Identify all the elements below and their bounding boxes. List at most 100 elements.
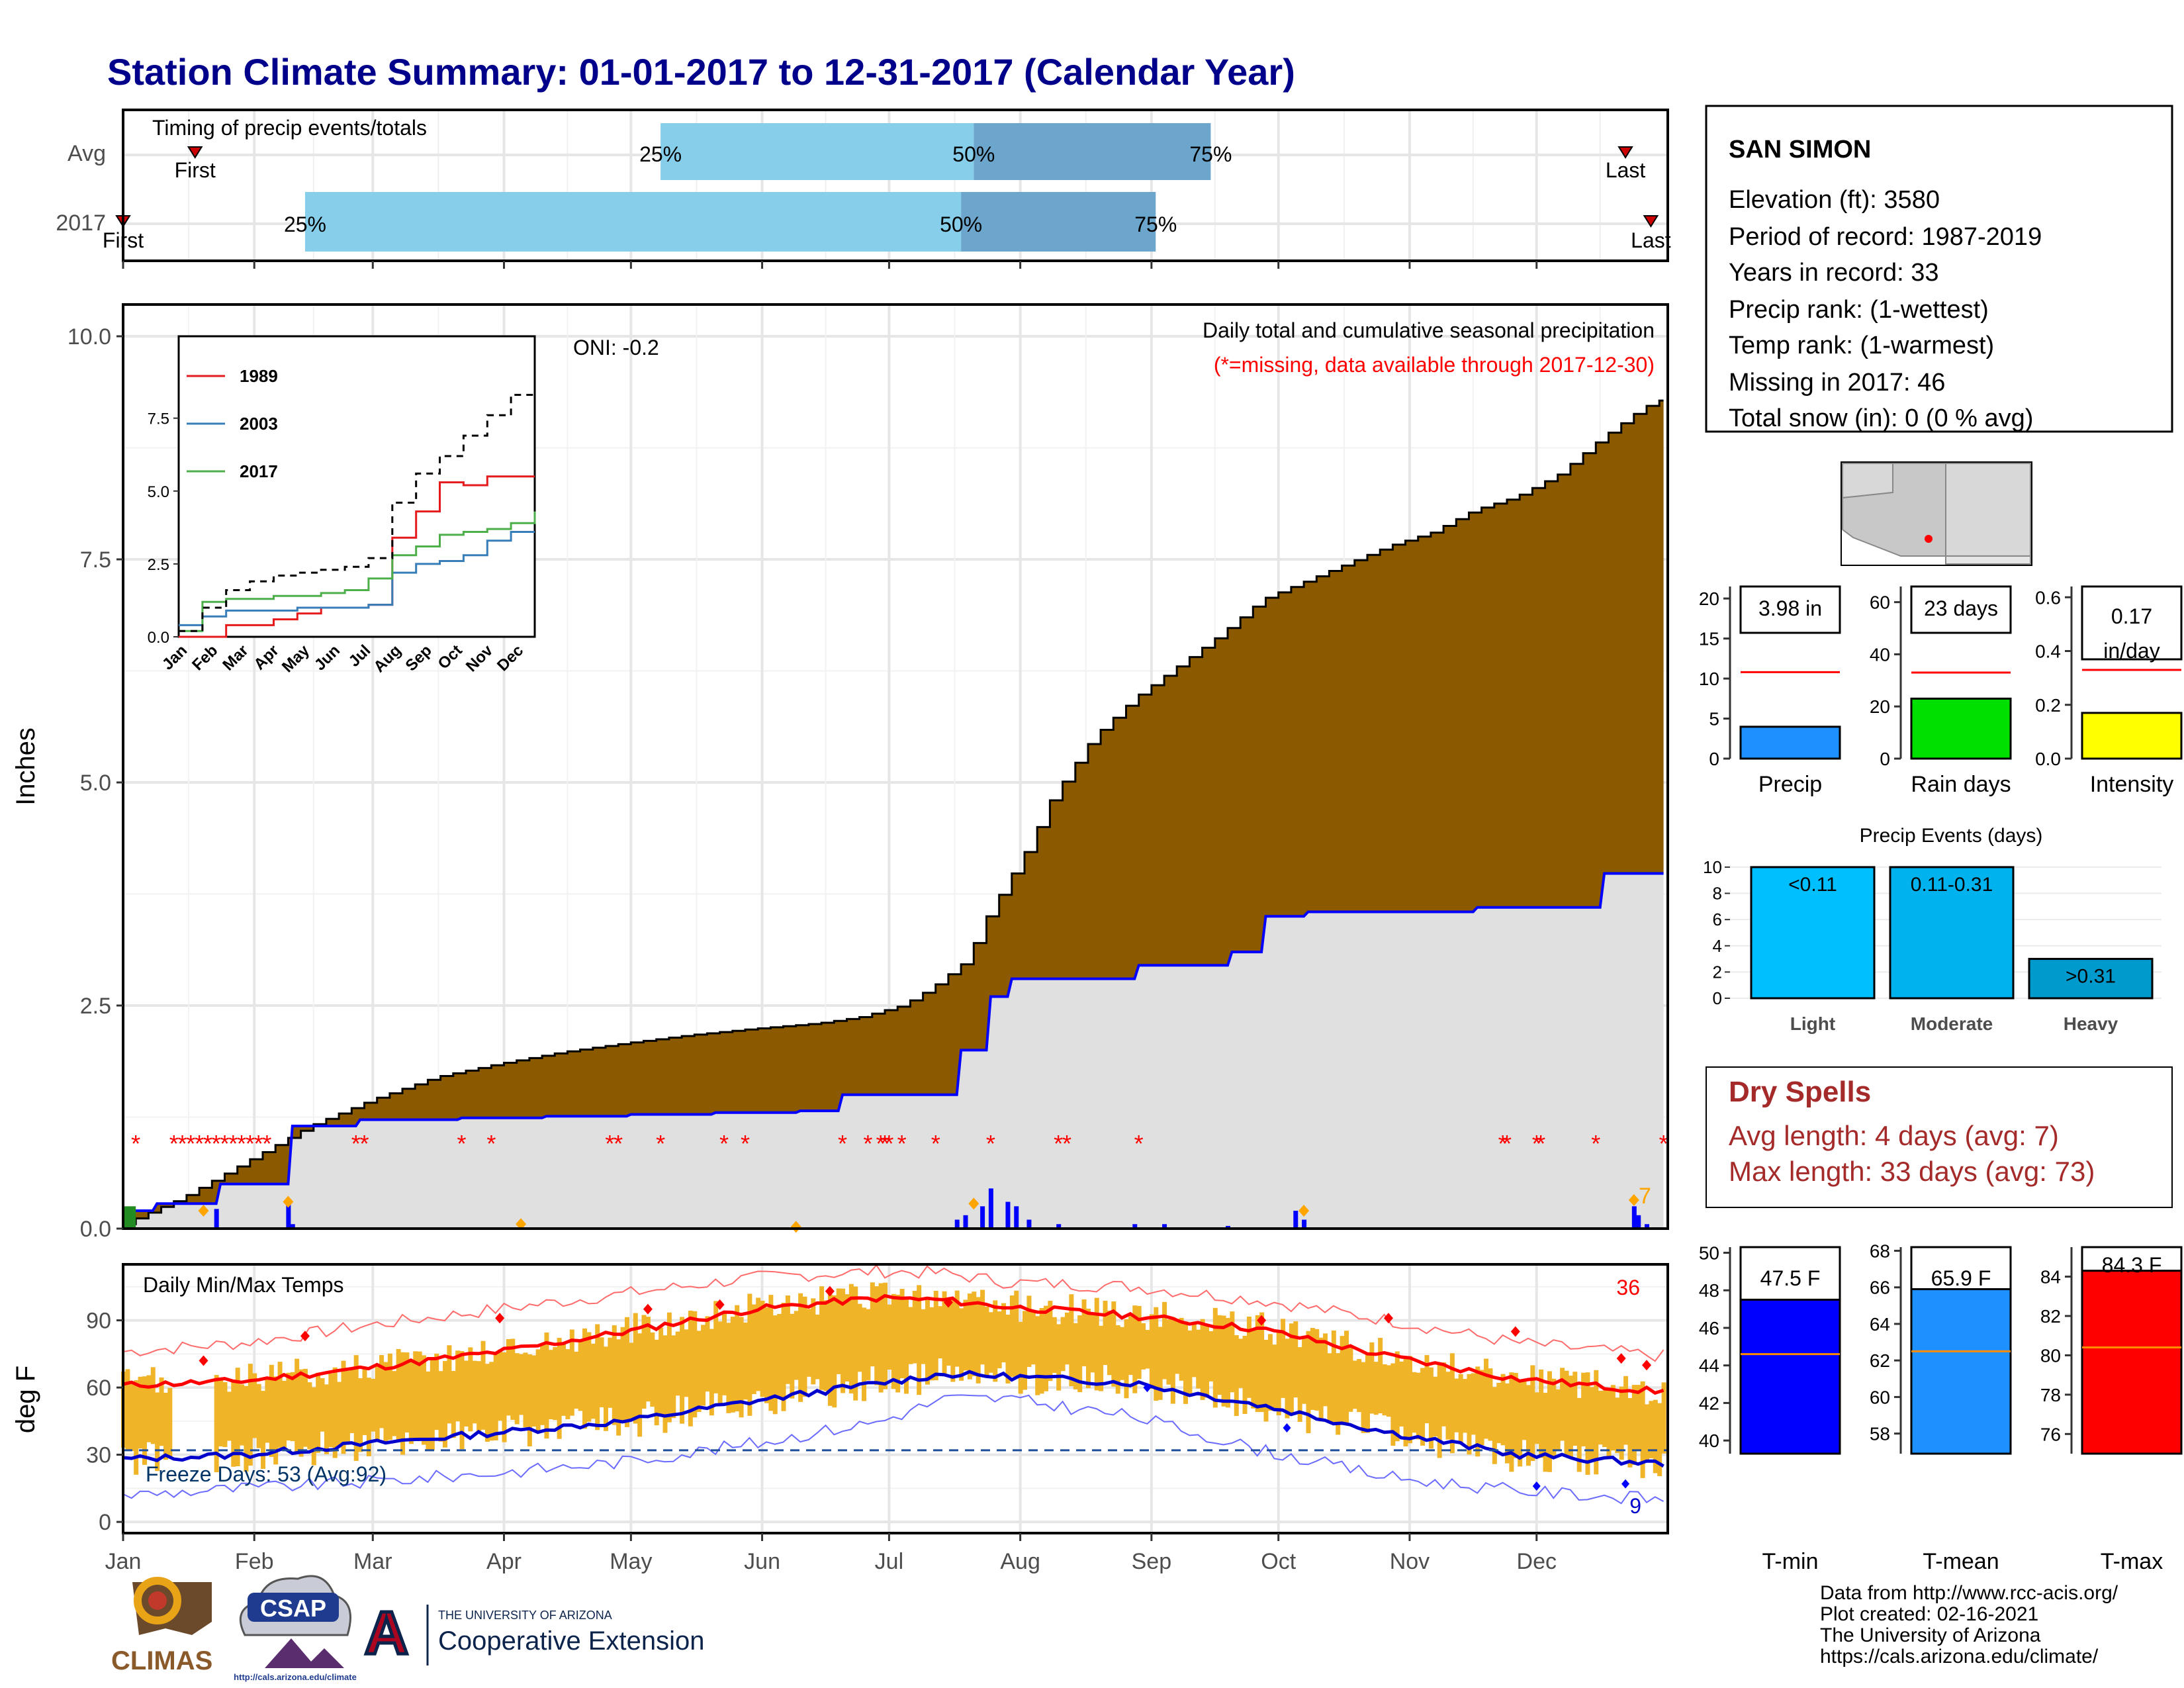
precip-daily-bar: [1293, 1211, 1298, 1229]
temp-record-high-marker: [1642, 1360, 1652, 1371]
ua-cooperative-extension-logo: A THE UNIVERSITY OF ARIZONA Cooperative …: [363, 1598, 704, 1669]
timing-label-25: 25%: [284, 212, 326, 236]
temp-daily-bar: [358, 1378, 363, 1452]
temp-daily-bar: [688, 1310, 693, 1427]
precip-daily-bar: [214, 1209, 219, 1229]
temp-daily-bar: [633, 1313, 638, 1424]
temp-daily-bar: [1441, 1362, 1447, 1427]
temp-daily-bar: [1560, 1368, 1565, 1441]
temp-daily-bar: [1052, 1317, 1057, 1374]
precip-daily-bar: [1162, 1224, 1167, 1229]
temp-daily-bar: [578, 1340, 583, 1411]
temp-daily-bar: [1407, 1356, 1412, 1444]
temp-daily-bar: [345, 1371, 350, 1445]
precip-panel-subtitle: (*=missing, data available through 2017-…: [1214, 353, 1655, 377]
missing-day-marker: *: [838, 1130, 847, 1157]
temp-daily-bar: [480, 1340, 486, 1430]
temp-daily-bar: [1479, 1370, 1484, 1446]
hot-days-count: 36: [1616, 1276, 1640, 1299]
temp-ylabel: deg F: [11, 1366, 40, 1433]
temp-daily-bar: [1302, 1336, 1307, 1404]
temp-daily-bar: [455, 1350, 461, 1422]
timing-last-label: Last: [1606, 158, 1646, 182]
temp-daily-bar: [1555, 1389, 1561, 1452]
temp-daily-bar: [1543, 1393, 1548, 1472]
temp-daily-bar: [1475, 1366, 1480, 1457]
temp-daily-bar: [218, 1378, 224, 1447]
temp-daily-bar: [510, 1338, 516, 1420]
temp-daily-bar: [1170, 1317, 1175, 1404]
temp-daily-bar: [231, 1380, 236, 1467]
precip-daily-bar: [980, 1206, 985, 1229]
temp-daily-bar: [519, 1354, 524, 1415]
temp-daily-bar: [680, 1317, 685, 1424]
temp-daily-bar: [857, 1303, 862, 1372]
temp-daily-bar: [1145, 1330, 1150, 1369]
month-label: Aug: [1000, 1549, 1040, 1574]
temp-daily-bar: [1103, 1300, 1108, 1366]
temp-daily-bar: [654, 1339, 659, 1426]
precip-daily-bar: [963, 1215, 968, 1229]
temp-daily-bar: [226, 1391, 232, 1441]
temp-daily-bar: [484, 1364, 490, 1442]
station-line-1: Period of record: 1987-2019: [1729, 223, 2042, 251]
temp-daily-bar: [129, 1381, 134, 1451]
precip-daily-bar: [290, 1224, 295, 1229]
temp-record-low-marker: [1143, 1383, 1152, 1393]
tmin-chart-caption: T-min: [1762, 1549, 1819, 1574]
station-line-4: Temp rank: (1-warmest): [1729, 332, 1994, 359]
temp-daily-bar: [506, 1338, 511, 1416]
temp-daily-bar: [823, 1300, 829, 1391]
precip-max-daily-marker: [1628, 1194, 1639, 1206]
temp-daily-bar: [1124, 1319, 1129, 1399]
month-label: Jan: [105, 1549, 142, 1574]
temp-daily-bar: [701, 1325, 706, 1406]
month-label: Jul: [875, 1549, 903, 1574]
station-line-0: Elevation (ft): 3580: [1729, 186, 1940, 214]
temp-record-max-line: [122, 1264, 1664, 1362]
intensity-chart-tick-label: 0.0: [2035, 749, 2061, 769]
precip-2017-cumulative-line: [123, 872, 1664, 1212]
intensity-chart-tick-label: 0.6: [2035, 587, 2061, 608]
temp-daily-bar: [1382, 1364, 1387, 1416]
temp-daily-bar: [933, 1290, 938, 1381]
temp-daily-bar: [569, 1329, 574, 1416]
temp-daily-bar: [557, 1338, 562, 1439]
temp-daily-bar: [1369, 1342, 1375, 1414]
timing-bar-25-50: [304, 192, 962, 252]
temp-daily-bar: [1496, 1382, 1502, 1444]
temp-daily-bar: [696, 1331, 702, 1413]
temp-daily-bar: [248, 1364, 253, 1466]
temp-daily-bar: [320, 1378, 325, 1432]
precip-daily-bar: [988, 1188, 993, 1229]
temp-daily-bar: [1572, 1372, 1578, 1446]
tmin-chart-tick-label: 40: [1699, 1430, 1719, 1451]
precip-ylabel: Inches: [11, 727, 40, 806]
precip-daily-bar: [1225, 1225, 1230, 1229]
missing-day-marker: *: [931, 1130, 940, 1157]
temp-daily-bar: [1077, 1315, 1083, 1393]
temp-daily-bar: [739, 1317, 744, 1418]
temp-daily-bar: [595, 1324, 600, 1430]
precip-daily-bar: [1302, 1219, 1307, 1229]
temp-daily-bar: [1263, 1340, 1269, 1422]
events-bar-label: <0.11: [1788, 874, 1837, 896]
temp-daily-bar: [1606, 1388, 1612, 1459]
temp-daily-bar: [1399, 1361, 1404, 1427]
temp-avg-min-line: [122, 1370, 1664, 1468]
precip-panel: * ************ ** * * ** * * * * * *** * * * ** * ** ** * * …: [11, 303, 1669, 1242]
temp-daily-bar: [1023, 1311, 1028, 1390]
precip-total-chart-tick-label: 0: [1709, 749, 1719, 769]
csap-logo: CSAP http://cals.arizona.edu/climate: [234, 1575, 357, 1682]
temp-daily-bar: [362, 1367, 367, 1435]
temp-daily-bar: [743, 1322, 748, 1400]
precip-max-daily-marker: [198, 1205, 209, 1217]
missing-day-marker: *: [719, 1130, 729, 1157]
tmean-chart-value-label: 65.9 F: [1931, 1266, 1991, 1290]
temp-daily-bar: [1191, 1323, 1197, 1378]
temp-daily-bar: [565, 1349, 570, 1420]
temp-record-high-marker: [1257, 1315, 1267, 1326]
temp-daily-bar: [1018, 1321, 1023, 1394]
timing-label-50: 50%: [940, 212, 982, 236]
